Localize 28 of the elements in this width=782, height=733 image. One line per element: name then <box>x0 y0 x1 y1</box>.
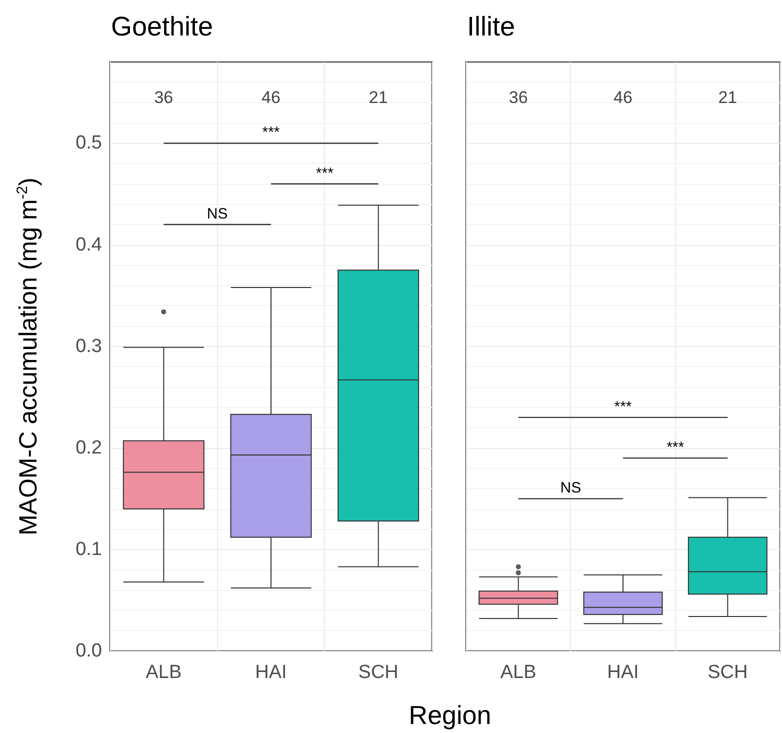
annotation: 36 <box>154 88 174 108</box>
y-tick-label: 0.5 <box>76 132 102 154</box>
x-axis-title: Region <box>408 700 492 731</box>
annotation: NS <box>206 205 228 222</box>
y-tick-label: 0.2 <box>76 437 102 458</box>
y-tick-label: 0.1 <box>76 538 102 560</box>
x-tick-label: SCH <box>358 662 398 683</box>
annotation: 21 <box>368 88 388 108</box>
chart-title: Goethite <box>111 12 214 42</box>
chart-title: Illite <box>467 12 516 42</box>
annotation: 46 <box>262 88 280 108</box>
y-tick-label: 0.0 <box>76 640 102 662</box>
x-tick-label: SCH <box>708 662 748 683</box>
annotation: *** <box>614 398 632 416</box>
x-tick-label: HAI <box>607 662 639 683</box>
annotation: 21 <box>718 88 738 108</box>
x-tick-label: ALB <box>146 662 182 683</box>
annotation: 46 <box>614 88 632 108</box>
annotation: *** <box>316 164 334 182</box>
y-axis-title: MAOM-C accumulation (mg m-2) <box>14 178 42 536</box>
annotation: *** <box>262 124 280 142</box>
y-tick-label: 0.4 <box>76 234 102 256</box>
annotation: 36 <box>508 88 528 108</box>
annotation: NS <box>560 480 582 497</box>
x-tick-label: HAI <box>255 662 287 683</box>
annotation: *** <box>666 439 684 456</box>
y-tick-label: 0.3 <box>76 336 102 357</box>
x-tick-label: ALB <box>500 662 536 683</box>
